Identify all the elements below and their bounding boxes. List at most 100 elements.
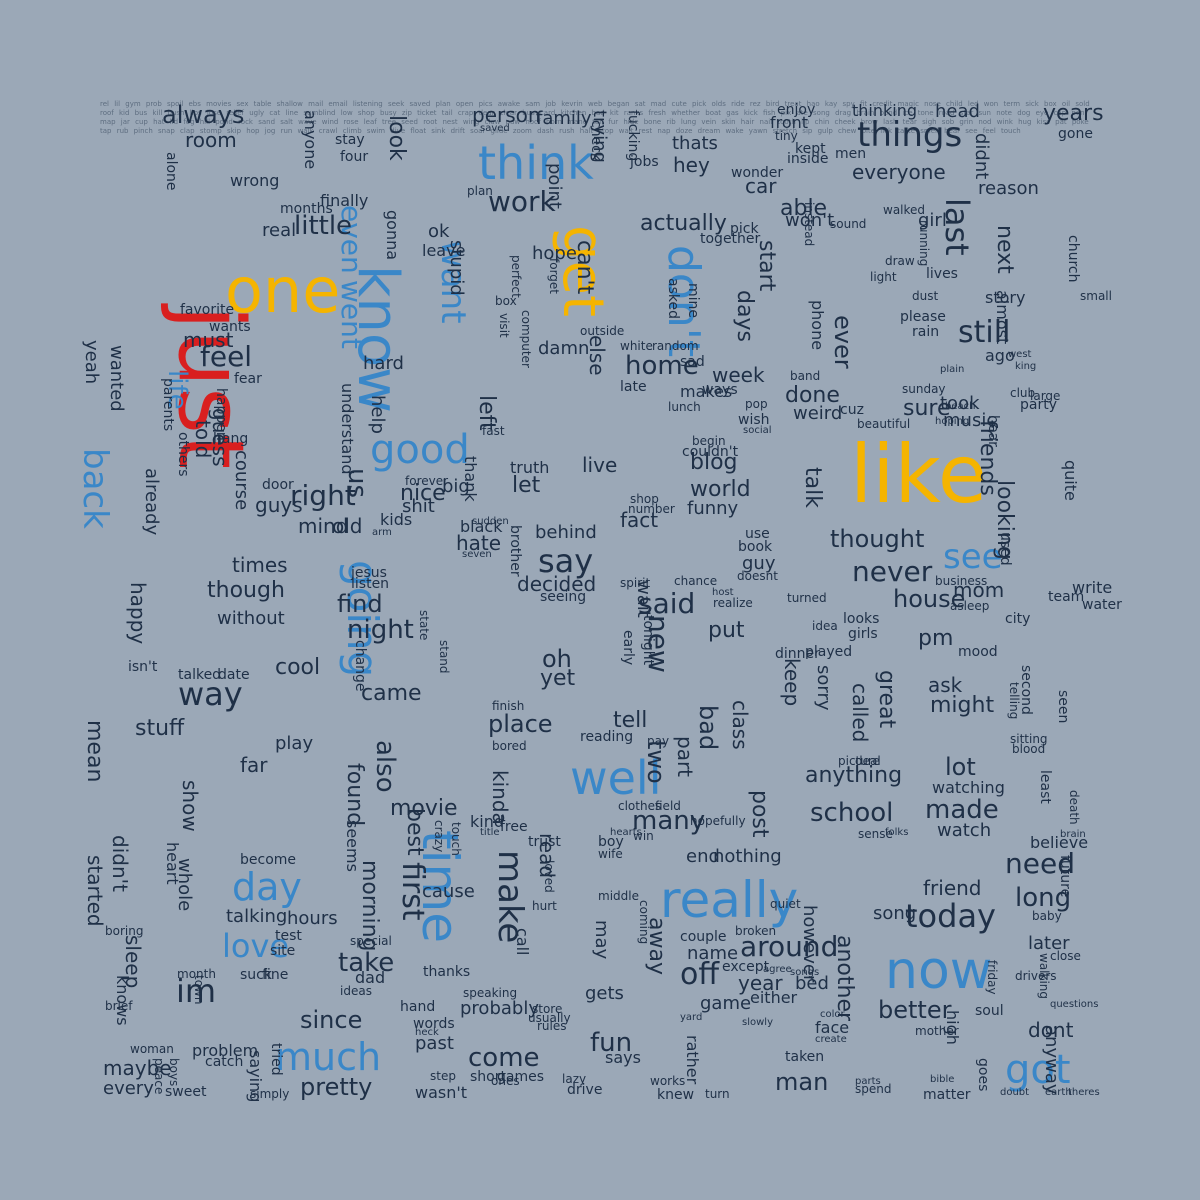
- word-shit: shit: [402, 496, 435, 517]
- word-actually: actually: [640, 211, 727, 236]
- word-song: song: [873, 903, 917, 924]
- word-goes: goes: [975, 1058, 991, 1092]
- word-really: really: [660, 871, 799, 929]
- word-site: site: [270, 943, 296, 959]
- word-girls: girls: [848, 626, 878, 642]
- word-seven: seven: [462, 549, 492, 560]
- word-either: either: [750, 988, 798, 1007]
- word-finally: finally: [320, 191, 369, 210]
- word-stay: stay: [335, 132, 365, 148]
- word-reason: reason: [978, 178, 1039, 199]
- word-months: months: [280, 201, 333, 217]
- word-enjoy: enjoy: [777, 102, 816, 118]
- word-mom: mom: [953, 578, 1005, 602]
- word-begin: begin: [692, 434, 726, 448]
- word-much: much: [275, 1035, 382, 1079]
- word-fun: fun: [590, 1028, 633, 1058]
- word-free: free: [500, 819, 528, 835]
- word-mood: mood: [958, 644, 998, 660]
- word-call: call: [513, 928, 532, 956]
- word-finish: finish: [492, 699, 525, 713]
- word-hand: hand: [400, 999, 436, 1015]
- word-lunch: lunch: [668, 400, 701, 414]
- word-asleep: asleep: [950, 599, 990, 613]
- word-men: men: [835, 146, 867, 162]
- word-future: future: [1057, 855, 1073, 898]
- word-probably: probably: [460, 998, 539, 1019]
- word-fast: fast: [482, 424, 505, 438]
- word-little: little: [294, 211, 353, 241]
- word-become: become: [240, 852, 297, 868]
- word-instead: instead: [802, 202, 816, 247]
- word-phone: phone: [808, 300, 827, 351]
- word-part: part: [673, 736, 697, 778]
- word-social: social: [743, 425, 772, 436]
- word-date: date: [218, 667, 250, 683]
- word-love: love: [222, 927, 290, 965]
- word-since: since: [300, 1006, 363, 1034]
- word-bible: bible: [930, 1074, 955, 1085]
- word-color: color: [820, 1009, 845, 1020]
- word-fear: fear: [234, 371, 262, 387]
- word-field: field: [655, 799, 681, 813]
- word-night: night: [347, 615, 414, 645]
- word-theres: theres: [1068, 1087, 1100, 1098]
- word-fact: fact: [620, 508, 659, 532]
- word-back: back: [75, 448, 115, 529]
- word-times: times: [232, 553, 288, 577]
- word-anything: anything: [805, 763, 903, 788]
- word-mind: mind: [298, 514, 349, 538]
- word-maybe: maybe: [103, 1056, 172, 1080]
- word-looks: looks: [843, 611, 880, 627]
- word-long: long: [1015, 883, 1072, 913]
- word-woman: woman: [130, 1042, 174, 1056]
- word-anyone: anyone: [301, 110, 320, 170]
- word-watch: watch: [937, 820, 992, 841]
- word-simply: simply: [250, 1087, 290, 1101]
- word-slowly: slowly: [742, 1017, 773, 1028]
- word-outside: outside: [580, 324, 625, 338]
- word-forget: forget: [547, 258, 561, 294]
- word-running: running: [917, 220, 931, 267]
- word-number: number: [628, 502, 675, 516]
- word-touch: touch: [449, 822, 463, 856]
- word-hearts: hearts: [610, 827, 642, 838]
- word-got: got: [1005, 1047, 1071, 1093]
- word-made: made: [925, 795, 999, 825]
- word-thinking: thinking: [852, 101, 918, 120]
- word-speaking: speaking: [463, 986, 518, 1000]
- word-dinner: dinner: [775, 646, 820, 662]
- word-boy: boy: [598, 834, 624, 850]
- word-went: went: [335, 280, 368, 349]
- word-old: old: [332, 514, 363, 538]
- word-show: show: [178, 780, 202, 832]
- word-im: im: [176, 972, 217, 1010]
- word-good: good: [370, 427, 470, 473]
- word-hard: hard: [363, 353, 404, 374]
- word-plan: plan: [467, 184, 493, 198]
- word-things: things: [857, 115, 963, 155]
- word-took: took: [940, 393, 980, 414]
- word-kids: kids: [380, 510, 413, 529]
- word-behind: behind: [535, 522, 597, 543]
- word-spirit: spirit: [620, 576, 651, 590]
- word-four: four: [340, 149, 369, 165]
- word-doubt: doubt: [1000, 1087, 1030, 1098]
- word-create: create: [815, 1034, 847, 1045]
- word-king: king: [1015, 361, 1037, 372]
- word-think: think: [478, 136, 594, 190]
- word-baby: baby: [1032, 909, 1062, 923]
- word-room: room: [185, 128, 237, 152]
- word-didnt2: didn't: [108, 835, 132, 892]
- word-around: around: [740, 930, 839, 963]
- word-sudden: sudden: [472, 516, 509, 527]
- word-club: club: [1010, 386, 1036, 400]
- word-words: words: [413, 1016, 455, 1032]
- word-oh: oh: [542, 645, 572, 673]
- word-let: let: [512, 473, 541, 498]
- word-sweet: sweet: [165, 1084, 207, 1100]
- word-school: school: [810, 798, 894, 828]
- word-wanted: wanted: [106, 345, 127, 412]
- word-check: check: [588, 120, 604, 161]
